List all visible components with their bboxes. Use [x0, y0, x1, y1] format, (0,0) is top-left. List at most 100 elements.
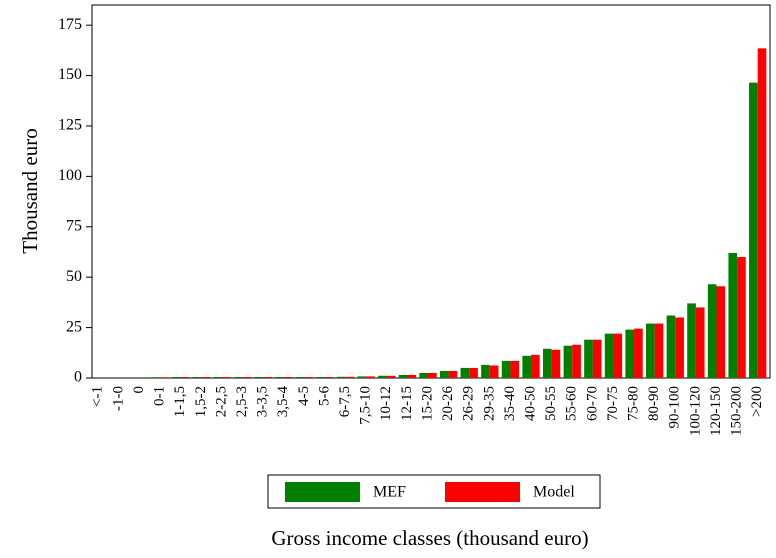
x-tick-label: 35-40: [502, 386, 518, 421]
bar: [551, 349, 561, 378]
y-tick-label: 50: [66, 268, 82, 285]
bar: [592, 339, 602, 378]
bar: [345, 376, 355, 378]
bar: [675, 317, 684, 378]
bar: [687, 303, 696, 378]
x-tick-label: 7,5-10: [358, 386, 374, 425]
bar: [386, 375, 396, 378]
bar: [522, 355, 532, 378]
x-tick-label: 0-1: [152, 386, 168, 406]
x-tick-label: 3-3,5: [255, 386, 271, 417]
x-tick-label: 4-5: [296, 386, 312, 406]
x-tick-label: 20-26: [440, 386, 456, 421]
x-tick-label: 12-15: [399, 386, 415, 421]
x-tick-label: 5-6: [316, 386, 332, 406]
bar: [542, 348, 552, 378]
y-tick-label: 0: [74, 369, 82, 386]
bar: [316, 376, 325, 378]
bar: [448, 370, 458, 378]
y-tick-label: 25: [66, 318, 82, 335]
bar: [625, 329, 635, 378]
y-tick-label: 175: [58, 16, 82, 33]
bar: [613, 333, 623, 378]
x-tick-label: 6-7,5: [337, 386, 353, 417]
bar: [221, 376, 231, 378]
bar: [716, 286, 726, 378]
bar: [304, 376, 314, 378]
x-tick-label: 150-200: [729, 386, 745, 436]
bar: [707, 284, 717, 378]
x-tick-label: -1-0: [110, 386, 126, 411]
bar: [501, 360, 511, 378]
x-tick-label: 70-75: [605, 386, 621, 421]
bar: [428, 372, 437, 378]
bar: [584, 339, 593, 378]
bar: [295, 376, 305, 378]
bar: [192, 376, 202, 378]
bar: [357, 376, 367, 378]
x-tick-label: <-1: [90, 386, 106, 407]
x-tick-label: 15-20: [419, 386, 435, 421]
bar: [180, 376, 190, 378]
legend-label: MEF: [373, 484, 406, 501]
bar: [469, 367, 478, 378]
y-tick-label: 75: [66, 217, 82, 234]
x-tick-label: >200: [749, 386, 765, 417]
x-tick-label: 1-1,5: [172, 386, 188, 417]
bar: [233, 376, 243, 378]
bar: [283, 376, 293, 378]
bar: [254, 376, 264, 378]
bar: [604, 333, 614, 378]
bar: [242, 376, 252, 378]
bar: [563, 345, 573, 378]
bar: [634, 328, 643, 378]
x-tick-label: 10-12: [378, 386, 394, 421]
x-tick-label: 75-80: [625, 386, 641, 421]
legend-swatch: [445, 482, 520, 502]
bar: [531, 354, 540, 378]
bar: [728, 252, 738, 378]
x-tick-label: 0: [131, 386, 147, 394]
bar: [666, 315, 676, 378]
bar: [419, 372, 428, 378]
y-tick-label: 125: [58, 117, 82, 134]
bar: [481, 364, 490, 378]
x-tick-label: 120-150: [708, 386, 724, 436]
bar: [407, 374, 417, 378]
x-axis-label: Gross income classes (thousand euro): [271, 526, 588, 550]
bar: [378, 375, 387, 378]
bar: [172, 376, 181, 378]
bar: [324, 376, 334, 378]
bar: [460, 367, 470, 378]
bar: [572, 344, 581, 378]
bar: [749, 82, 758, 378]
x-tick-label: 1,5-2: [193, 386, 209, 417]
y-tick-label: 150: [58, 66, 82, 83]
x-tick-label: 2,5-3: [234, 386, 250, 417]
x-tick-label: 40-50: [522, 386, 538, 421]
bar: [151, 377, 161, 378]
x-tick-label: 26-29: [461, 386, 477, 421]
bar: [695, 307, 705, 378]
bar: [757, 48, 767, 379]
x-tick-label: 90-100: [667, 386, 683, 429]
x-tick-label: 80-90: [646, 386, 662, 421]
legend-swatch: [285, 482, 360, 502]
bar: [654, 323, 664, 378]
bar: [275, 376, 284, 378]
x-tick-label: 29-35: [481, 386, 497, 421]
bar: [160, 377, 169, 378]
y-axis-label: Thousand euro: [18, 128, 42, 253]
bar: [439, 370, 449, 378]
y-tick-label: 100: [58, 167, 82, 184]
bar: [510, 360, 520, 378]
bar: [366, 376, 375, 378]
x-tick-label: 55-60: [564, 386, 580, 421]
bar: [398, 374, 408, 378]
bar: [263, 376, 272, 378]
x-tick-label: 3,5-4: [275, 386, 291, 418]
bar: [213, 376, 222, 378]
bar: [737, 257, 746, 378]
bar: [489, 365, 499, 378]
